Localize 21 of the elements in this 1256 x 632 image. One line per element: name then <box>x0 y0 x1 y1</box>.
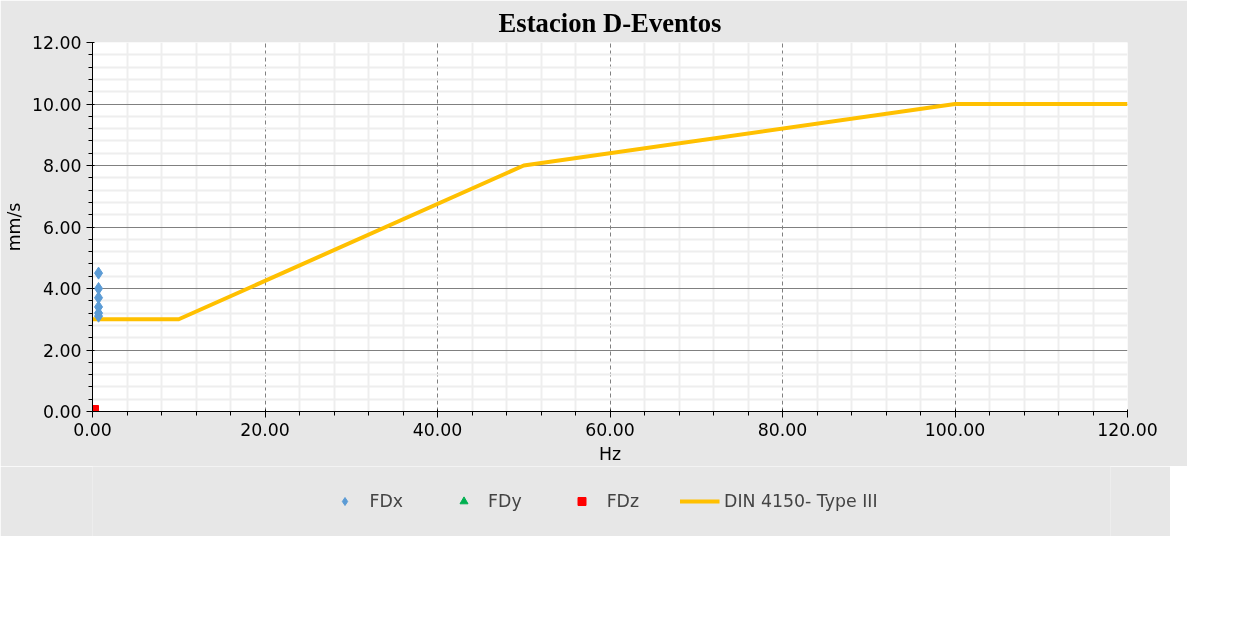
x-tick-label: 40.00 <box>412 419 463 440</box>
y-tick-label: 6.00 <box>42 217 82 238</box>
y-tick-label: 4.00 <box>42 279 82 299</box>
x-tick-label: 80.00 <box>757 419 808 440</box>
y-tick-label: 8.00 <box>42 156 82 176</box>
chart-title: Estacion D-Eventos <box>498 7 722 38</box>
y-tick-label: 2.00 <box>42 340 82 361</box>
x-tick-label: 0.00 <box>73 419 112 440</box>
y-tick-label: 10.00 <box>31 94 82 115</box>
y-tick-label: 0.00 <box>42 402 82 422</box>
legend-label: FDz <box>606 491 640 511</box>
legend-label: DIN 4150- Type III <box>724 491 878 511</box>
x-tick-label: 100.00 <box>924 419 986 440</box>
y-axis-title: mm/s <box>3 202 24 252</box>
legend-label: FDy <box>488 491 522 511</box>
x-axis-title: Hz <box>598 443 622 464</box>
x-tick-label: 20.00 <box>240 419 290 440</box>
legend-label: FDx <box>369 491 404 511</box>
x-tick-label: 60.00 <box>585 419 635 440</box>
y-tick-label: 12.00 <box>31 33 82 53</box>
x-tick-label: 120.00 <box>1097 419 1158 440</box>
